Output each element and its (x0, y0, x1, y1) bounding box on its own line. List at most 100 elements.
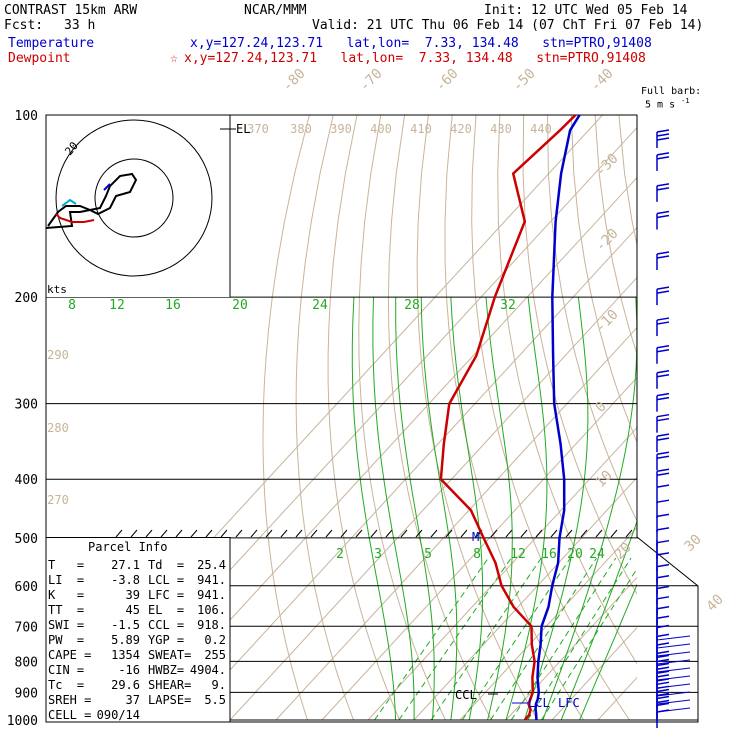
wind-key-value: 5 m s -1 (645, 97, 690, 111)
dry-adiabat (714, 115, 740, 720)
hatch-mark (580, 529, 588, 538)
hodograph-trace (45, 172, 138, 229)
parcel-param-value: 27.1 (111, 558, 140, 572)
hatch-mark (565, 529, 573, 538)
parcel-info-row: Tc = 29.6 SHEAR= 9. (48, 678, 230, 693)
parcel-param-label: LCL = (148, 573, 185, 587)
isotherm-label: -10 (593, 307, 622, 336)
moist-adiabat-label: 28 (404, 298, 420, 313)
parcel-info-row: K = 39 LFC = 941. (48, 588, 230, 603)
isotherm-line (367, 426, 637, 720)
isotherm-line (321, 376, 637, 720)
hatch-mark (370, 529, 378, 538)
isotherm-line (137, 176, 637, 720)
dry-adiabat (262, 115, 310, 720)
wind-barb-flag (656, 345, 670, 349)
hatch-mark (175, 529, 183, 538)
wind-barb (656, 129, 670, 149)
wind-barb-flag (656, 156, 670, 160)
hatch-mark (145, 529, 153, 538)
mixing-ratio-line (540, 567, 637, 720)
dry-adiabat (594, 115, 637, 356)
parcel-param-value: 090/14 (96, 708, 140, 722)
dewpoint-profile (439, 115, 577, 720)
wind-barb-flag (656, 290, 670, 294)
parcel-info-row: LI = -3.8 LCL = 941. (48, 573, 230, 588)
wind-barb-flag (656, 286, 670, 290)
wind-barb (656, 468, 670, 488)
wind-barb-flag (656, 499, 670, 503)
isotherm-label: -60 (433, 66, 462, 95)
pressure-tick-label: 900 (15, 686, 38, 701)
parcel-param-value: -1.5 (111, 618, 140, 632)
temperature-legend: Temperature (8, 36, 95, 51)
temperature-location: x,y=127.24,123.71 lat,lon= 7.33, 134.48 … (190, 36, 652, 51)
parcel-param-label: Td = (148, 558, 185, 572)
wind-barb-flag (656, 688, 670, 693)
dry-adiabat-label: 400 (370, 122, 392, 136)
dewpoint-marker-icon: ☆ (170, 51, 178, 66)
isotherm-label: 0 (593, 399, 610, 416)
moist-adiabat-label: 32 (500, 298, 516, 313)
isotherm-line (229, 276, 637, 720)
hatch-mark (115, 529, 123, 538)
hatch-mark (505, 529, 513, 538)
isotherm-line (551, 626, 637, 720)
hatch-mark (190, 529, 198, 538)
hodograph-low-level-trace (55, 213, 95, 223)
isotherm-label: -80 (280, 66, 309, 95)
wind-barb-flag (656, 321, 670, 325)
hatch-mark (625, 529, 633, 538)
init-time: Init: 12 UTC Wed 05 Feb 14 (484, 3, 688, 18)
wind-barb (656, 539, 670, 559)
hatch-mark (130, 529, 138, 538)
wind-barb-flag (656, 455, 670, 460)
dry-adiabat-label: 370 (247, 122, 269, 136)
wind-barb-flag (656, 691, 691, 697)
wind-barb-flag (656, 667, 691, 673)
wind-barb-flag (656, 251, 670, 255)
wind-barb-flag (656, 681, 670, 686)
mixing-ratio-label: 2 (336, 547, 344, 562)
pressure-tick-label: 500 (15, 532, 38, 547)
hatch-mark (430, 529, 438, 538)
wind-barb-flag (656, 484, 670, 488)
level-annotation: CCL (455, 688, 477, 702)
wind-barb-flag (656, 662, 670, 667)
plot-frame (45, 114, 699, 723)
parcel-param-label: K = (48, 588, 85, 602)
moist-adiabat-label: 16 (165, 298, 181, 313)
dry-adiabat (471, 115, 630, 720)
wind-barb (656, 596, 670, 615)
dry-adiabat (295, 115, 354, 720)
dry-adiabat (570, 115, 637, 444)
wind-barb (656, 499, 670, 519)
center-name: NCAR/MMM (244, 3, 307, 18)
parcel-info: Parcel Info T = 27.1 Td = 25.4 LI = -3.8 LCL =… (48, 540, 230, 723)
dry-adiabat-label: 380 (290, 122, 312, 136)
mixing-ratio-line (398, 557, 512, 720)
wind-barb-flag (656, 183, 670, 187)
dry-adiabat-label: 410 (410, 122, 432, 136)
wind-barb (656, 605, 670, 625)
isotherm-label: 40 (704, 592, 727, 615)
wind-barb-flag (656, 392, 670, 397)
parcel-param-label: LFC = (148, 588, 185, 602)
wind-barb-flag (656, 152, 670, 156)
wind-barb-flag (656, 214, 670, 219)
wind-barb-flag (656, 670, 670, 675)
parcel-info-row: PW = 5.89 YGP = 0.2 (48, 633, 230, 648)
dewpoint-legend: Dewpoint (8, 51, 71, 66)
hatch-mark (400, 529, 408, 538)
parcel-param-value: -16 (118, 663, 140, 677)
wind-barb (656, 513, 670, 533)
parcel-param-value: -3.8 (111, 573, 140, 587)
wind-barb (656, 345, 670, 364)
moist-adiabat-label: 24 (312, 298, 328, 313)
wind-barb-flag (656, 666, 670, 671)
moist-adiabat (485, 297, 513, 720)
wind-barb-flag (656, 674, 670, 678)
wind-barb-flag (656, 675, 691, 681)
parcel-param-label: CAPE = (48, 648, 92, 662)
